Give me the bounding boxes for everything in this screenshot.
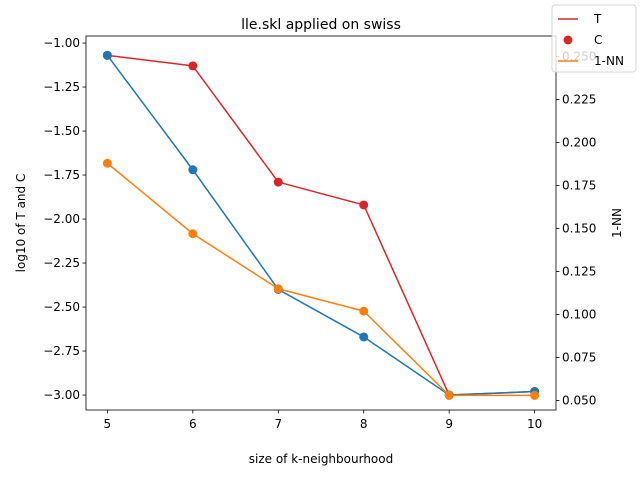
y-left-tick-label: −3.00 <box>43 388 80 402</box>
y-left-tick-label: −2.00 <box>43 212 80 226</box>
y-left-tick-label: −1.75 <box>43 168 80 182</box>
series-layer <box>102 50 540 400</box>
y-left-tick-label: −1.00 <box>43 36 80 50</box>
data-point <box>359 332 369 342</box>
legend-marker-swatch <box>563 35 573 45</box>
data-point <box>273 177 283 187</box>
x-tick-label: 10 <box>527 417 542 431</box>
data-point <box>444 390 454 400</box>
y-right-tick-label: 0.050 <box>562 394 596 408</box>
x-tick-label: 6 <box>189 417 197 431</box>
series-1-nn <box>102 158 540 400</box>
x-axis-label: size of k-neighbourhood <box>249 452 393 466</box>
y-left-tick-label: −2.25 <box>43 256 80 270</box>
y-axis-right-label: 1-NN <box>610 208 624 238</box>
data-point <box>102 50 112 60</box>
y-right-tick-label: 0.075 <box>562 351 596 365</box>
axes-frame <box>85 35 557 411</box>
y-right-tick-label: 0.100 <box>562 308 596 322</box>
y-right-tick-label: 0.125 <box>562 265 596 279</box>
y-right-tick-label: 0.150 <box>562 222 596 236</box>
data-point <box>530 390 540 400</box>
legend-item: C <box>563 33 602 47</box>
data-point <box>102 158 112 168</box>
y-left-tick-label: −2.75 <box>43 344 80 358</box>
series-line <box>106 162 535 397</box>
y-left-tick-label: −1.25 <box>43 80 80 94</box>
legend-item: T <box>558 12 602 26</box>
plot-area <box>86 36 556 410</box>
legend-box <box>551 4 637 73</box>
data-point <box>188 61 198 71</box>
x-tick-label: 7 <box>274 417 282 431</box>
y-right-tick-label: 0.200 <box>562 136 596 150</box>
legend: TC 1-NN <box>551 4 637 73</box>
data-point <box>359 306 369 316</box>
x-tick-label: 9 <box>445 417 453 431</box>
series-line <box>106 54 535 396</box>
x-tick-label: 5 <box>104 417 112 431</box>
data-point <box>273 284 283 294</box>
legend-item: 1-NN <box>558 54 624 68</box>
y-left-tick-label: −1.50 <box>43 124 80 138</box>
data-point <box>188 165 198 175</box>
legend-label: 1-NN <box>594 54 624 68</box>
data-point <box>359 200 369 210</box>
chart-title: lle.skl applied on swiss <box>241 17 401 33</box>
legend-label: C <box>594 33 602 47</box>
data-point <box>188 229 198 239</box>
y-right-tick-label: 0.225 <box>562 93 596 107</box>
legend-label: T <box>593 12 602 26</box>
y-left-tick-label: −2.50 <box>43 300 80 314</box>
x-tick-label: 8 <box>360 417 368 431</box>
y-axis-left-label: log10 of T and C <box>14 174 28 273</box>
y-right-tick-label: 0.175 <box>562 179 596 193</box>
